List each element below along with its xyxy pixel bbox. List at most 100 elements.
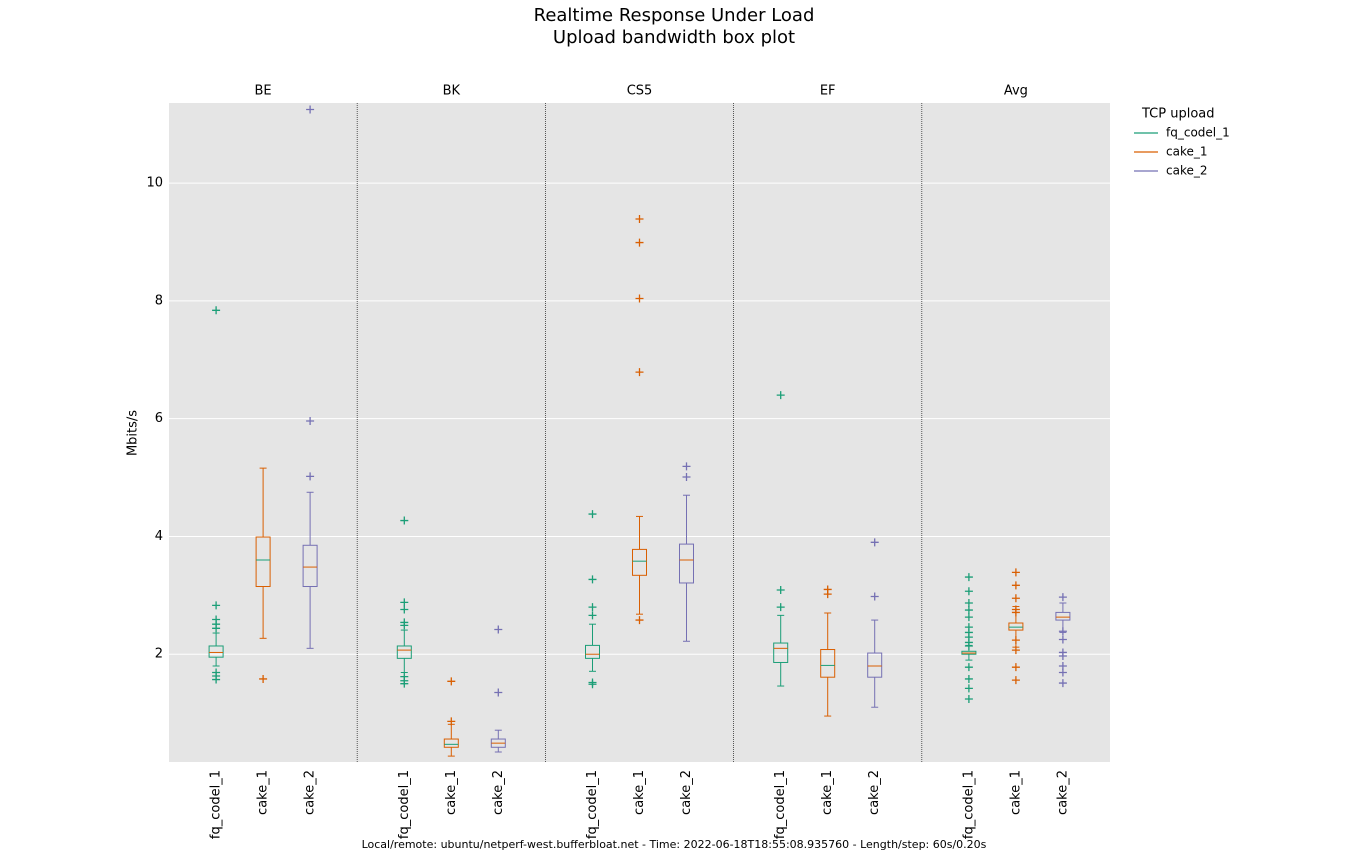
outlier <box>870 538 879 547</box>
outlier <box>1011 608 1020 617</box>
outlier <box>1058 627 1067 636</box>
outlier <box>212 675 221 684</box>
x-tick-label: cake_1 <box>256 770 271 815</box>
outlier <box>306 472 315 481</box>
outlier <box>447 717 456 726</box>
outlier <box>964 641 973 650</box>
outlier <box>259 674 268 683</box>
outlier <box>1058 635 1067 644</box>
x-tick-label: fq_codel_1 <box>585 770 600 839</box>
box <box>679 543 694 584</box>
outlier <box>400 679 409 688</box>
outlier <box>212 624 221 633</box>
outlier <box>447 677 456 686</box>
outlier <box>306 417 315 426</box>
outlier <box>1011 594 1020 603</box>
outlier <box>964 674 973 683</box>
plot-area <box>169 103 1110 762</box>
box <box>255 536 271 588</box>
outlier <box>776 603 785 612</box>
legend-label: fq_codel_1 <box>1166 126 1230 140</box>
outlier <box>964 598 973 607</box>
x-tick-label: fq_codel_1 <box>961 770 976 839</box>
y-tick-label: 2 <box>155 647 163 662</box>
box <box>396 645 412 659</box>
box <box>1008 622 1024 631</box>
outlier <box>635 616 644 625</box>
outlier <box>964 606 973 615</box>
box <box>208 645 224 658</box>
outlier <box>964 613 973 622</box>
group-label: EF <box>820 84 836 99</box>
outlier <box>1058 668 1067 677</box>
x-tick-label: fq_codel_1 <box>209 770 224 839</box>
box <box>1055 611 1071 621</box>
outlier <box>682 462 691 471</box>
x-tick-label: fq_codel_1 <box>397 770 412 839</box>
outlier <box>306 105 315 114</box>
outlier <box>964 663 973 672</box>
chart-subtitle: Upload bandwidth box plot <box>553 27 795 48</box>
outlier <box>494 625 503 634</box>
outlier <box>682 472 691 481</box>
group-label: Avg <box>1004 84 1028 99</box>
box <box>820 649 836 678</box>
x-tick-label: cake_2 <box>867 770 882 815</box>
footer: Local/remote: ubuntu/netperf-west.buffer… <box>362 838 987 851</box>
outlier <box>776 391 785 400</box>
y-axis-label: Mbits/s <box>126 410 141 456</box>
group-label: BE <box>255 84 272 99</box>
outlier <box>1011 581 1020 590</box>
outlier <box>635 215 644 224</box>
x-tick-label: cake_1 <box>444 770 459 815</box>
box <box>443 738 459 748</box>
box <box>773 642 789 663</box>
outlier <box>212 601 221 610</box>
outlier <box>588 510 597 519</box>
outlier <box>870 592 879 601</box>
outlier <box>494 688 503 697</box>
y-tick-label: 4 <box>155 529 163 544</box>
x-tick-label: fq_codel_1 <box>773 770 788 839</box>
outlier <box>400 598 409 607</box>
outlier <box>400 605 409 614</box>
group-label: BK <box>443 84 461 99</box>
outlier <box>588 575 597 584</box>
outlier <box>776 586 785 595</box>
y-tick-label: 8 <box>155 293 163 308</box>
box <box>585 644 600 659</box>
outlier <box>823 590 832 599</box>
legend-label: cake_1 <box>1166 145 1208 159</box>
group-label: CS5 <box>627 84 653 99</box>
legend-title: TCP upload <box>1141 107 1215 122</box>
x-tick-label: cake_1 <box>1008 770 1023 815</box>
outlier <box>1058 679 1067 688</box>
box <box>867 652 883 678</box>
x-tick-label: cake_2 <box>679 770 694 815</box>
outlier <box>588 603 597 612</box>
outlier <box>1011 636 1020 645</box>
outlier <box>635 368 644 377</box>
y-tick-label: 10 <box>146 176 163 191</box>
chart-title: Realtime Response Under Load <box>534 5 815 26</box>
outlier <box>588 611 597 620</box>
outlier <box>635 238 644 247</box>
outlier <box>964 587 973 596</box>
x-tick-label: cake_1 <box>632 770 647 815</box>
legend-label: cake_2 <box>1166 164 1208 178</box>
box <box>632 548 647 576</box>
outlier <box>964 573 973 582</box>
outlier <box>212 306 221 315</box>
outlier <box>1058 593 1067 602</box>
outlier <box>1011 663 1020 672</box>
outlier <box>1058 651 1067 660</box>
x-tick-label: cake_2 <box>303 770 318 815</box>
outlier <box>400 516 409 525</box>
y-tick-label: 6 <box>155 411 163 426</box>
outlier <box>400 621 409 630</box>
outlier <box>1011 646 1020 655</box>
outlier <box>964 694 973 703</box>
x-tick-label: cake_2 <box>1055 770 1070 815</box>
outlier <box>588 680 597 689</box>
